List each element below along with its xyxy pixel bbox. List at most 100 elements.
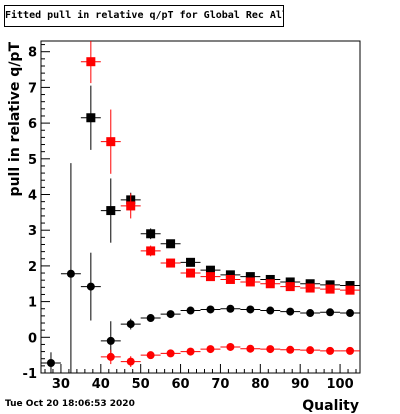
circle-marker: [266, 306, 275, 315]
y-tick-label: 2: [28, 260, 37, 275]
square-marker: [166, 258, 176, 268]
data-point: [100, 109, 121, 174]
data-point: [280, 307, 301, 316]
x-tick-label: 60: [172, 377, 190, 392]
y-tick-label: 8: [28, 46, 37, 61]
data-point: [220, 342, 241, 351]
data-point: [280, 345, 301, 354]
plot-frame: [40, 40, 361, 374]
data-point: [320, 346, 341, 355]
y-tick-label: 5: [28, 153, 37, 168]
circle-marker: [66, 269, 75, 278]
circle-marker: [186, 347, 195, 356]
circle-marker: [346, 309, 355, 318]
x-tick-label: 100: [326, 377, 353, 392]
circle-marker: [286, 307, 295, 316]
data-point: [200, 272, 221, 282]
square-marker: [106, 137, 116, 147]
data-point: [240, 277, 261, 287]
circle-marker: [86, 282, 95, 291]
square-marker: [205, 272, 215, 282]
data-point: [340, 285, 360, 295]
y-tick-label: 1: [28, 296, 37, 311]
data-point: [260, 279, 281, 289]
circle-marker: [206, 305, 215, 314]
square-marker: [285, 277, 295, 287]
data-point: [200, 305, 221, 314]
square-marker: [345, 281, 355, 291]
x-axis-label: Quality: [302, 398, 359, 414]
x-tick-label: 90: [291, 377, 309, 392]
x-tick-label: 70: [211, 377, 229, 392]
circle-marker: [346, 346, 355, 355]
data-point: [60, 163, 81, 373]
data-point: [80, 252, 101, 321]
x-tick-label: 30: [52, 377, 70, 392]
circle-marker: [326, 346, 335, 355]
square-marker: [205, 265, 215, 275]
data-point: [120, 193, 141, 219]
axis-ticks: 30 40 50 60 70 80 90 100 -1 0 1 2 3 4 5 6 7 8: [23, 44, 357, 392]
circle-marker: [306, 346, 315, 355]
square-marker: [126, 201, 136, 211]
square-marker: [186, 257, 196, 267]
footer-timestamp: Tue Oct 20 18:06:53 2020: [5, 399, 135, 409]
data-point: [140, 245, 161, 257]
circle-marker: [266, 345, 275, 354]
square-marker: [166, 239, 176, 249]
data-point: [220, 274, 241, 284]
data-point: [140, 314, 161, 323]
data-point: [120, 356, 141, 367]
data-point: [220, 304, 241, 313]
circle-marker: [206, 345, 215, 354]
square-marker: [86, 57, 96, 67]
square-marker: [345, 285, 355, 295]
data-point: [300, 283, 321, 293]
data-point: [41, 352, 61, 373]
y-tick-label: 0: [28, 331, 37, 346]
data-point: [320, 284, 341, 294]
data-point: [260, 345, 281, 354]
y-axis-label: pull in relative q/pT: [7, 42, 23, 197]
circle-marker: [246, 344, 255, 353]
circle-marker: [226, 304, 235, 313]
circle-marker: [286, 345, 295, 354]
square-marker: [225, 274, 235, 284]
data-point: [80, 41, 101, 84]
circle-marker: [126, 357, 135, 366]
y-tick-label: -1: [23, 367, 37, 382]
circle-marker: [46, 359, 55, 368]
square-marker: [186, 268, 196, 278]
circle-marker: [146, 314, 155, 323]
x-tick-label: 40: [92, 377, 110, 392]
circle-marker: [106, 352, 115, 361]
circle-marker: [186, 306, 195, 315]
circle-marker: [246, 305, 255, 314]
data-point: [120, 318, 141, 330]
data-point: [180, 306, 201, 315]
data-point: [240, 344, 261, 353]
square-marker: [245, 277, 255, 287]
chart-title: Fitted pull in relative q/pT for Global …: [4, 5, 284, 27]
data-point: [80, 85, 101, 150]
y-tick-label: 7: [28, 81, 37, 96]
data-point: [300, 309, 321, 318]
circle-marker: [126, 320, 135, 329]
circle-marker: [166, 310, 175, 319]
square-marker: [285, 282, 295, 292]
square-marker: [146, 246, 156, 256]
square-marker: [225, 270, 235, 280]
square-marker: [325, 284, 335, 294]
data-point: [280, 282, 301, 292]
square-marker: [245, 272, 255, 282]
data-point: [160, 239, 181, 249]
data-point: [100, 349, 121, 365]
square-marker: [146, 229, 156, 239]
circle-marker: [326, 308, 335, 317]
square-marker: [106, 206, 116, 216]
circle-marker: [146, 351, 155, 360]
square-marker: [265, 279, 275, 289]
data-point: [180, 257, 201, 267]
data-point: [340, 346, 360, 355]
